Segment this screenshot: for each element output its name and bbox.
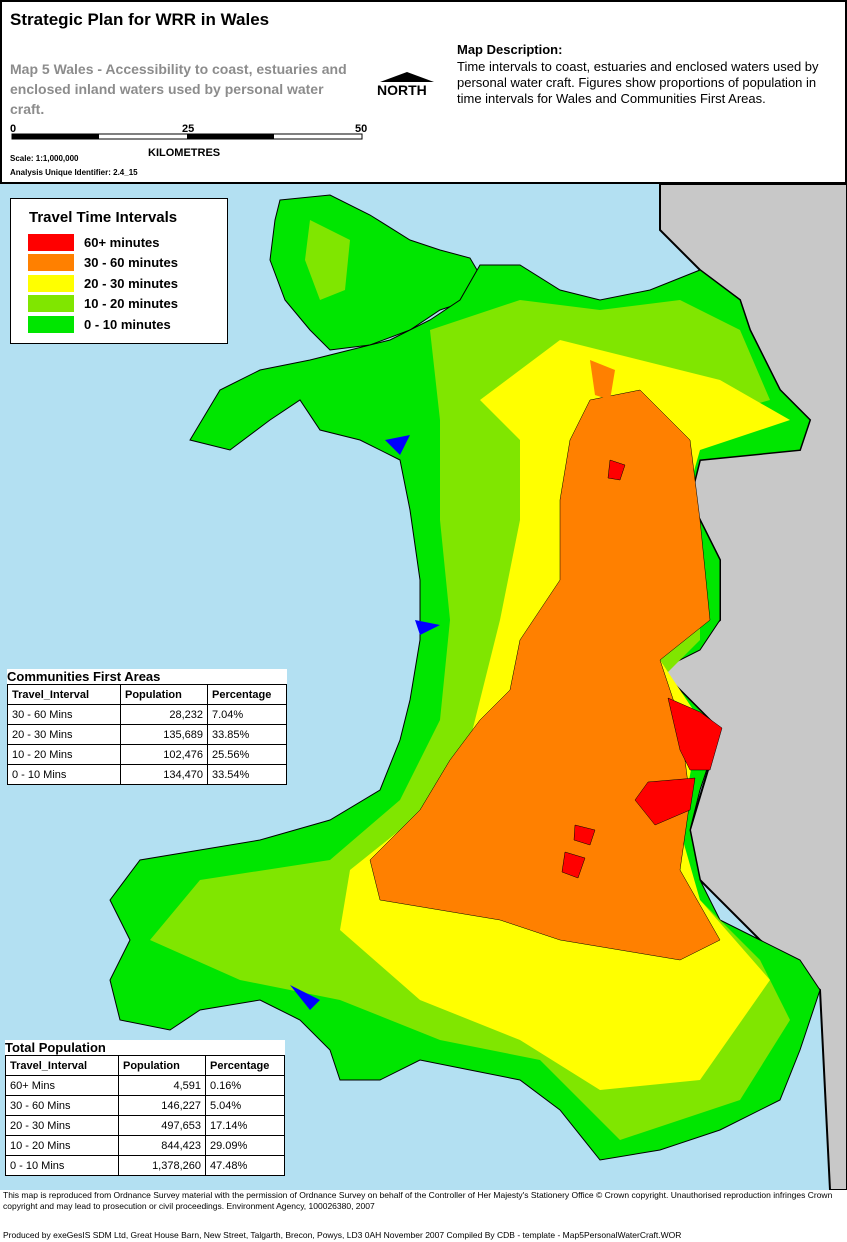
cell: 0 - 10 Mins	[7, 764, 121, 785]
scale-unit: KILOMETRES	[148, 147, 221, 159]
legend-swatch	[28, 315, 74, 333]
scale-text: Scale: 1:1,000,000	[10, 154, 79, 163]
scale-tick: 0	[10, 123, 17, 135]
cell: 17.14%	[205, 1115, 285, 1136]
cell: 33.85%	[207, 724, 287, 745]
cell: 102,476	[120, 744, 208, 765]
subtitle: Map 5 Wales - Accessibility to coast, es…	[10, 61, 347, 117]
legend-swatch	[28, 295, 74, 313]
cell: 20 - 30 Mins	[5, 1115, 119, 1136]
total-table: Total Population Travel_Interval Populati…	[5, 1040, 285, 1176]
legend-swatch	[28, 233, 74, 251]
communities-table: Communities First Areas Travel_Interval P…	[7, 669, 287, 785]
row: 10 - 20 Mins 102,476 25.56%	[7, 744, 287, 765]
cell: 25.56%	[207, 744, 287, 765]
cell: 844,423	[118, 1135, 206, 1156]
legend-label: 20 - 30 minutes	[84, 275, 178, 291]
identifier: Analysis Unique Identifier: 2.4_15	[10, 168, 138, 177]
legend-item: 60+ minutes	[28, 232, 227, 253]
cell: 10 - 20 Mins	[5, 1135, 119, 1156]
header-cell: Travel_Interval	[7, 684, 121, 705]
cell: 497,653	[118, 1115, 206, 1136]
row: 0 - 10 Mins 1,378,260 47.48%	[5, 1155, 285, 1176]
table-title: Total Population	[5, 1040, 106, 1055]
copyright: This map is reproduced from Ordnance Sur…	[3, 1190, 833, 1211]
cell: 30 - 60 Mins	[5, 1095, 119, 1116]
legend-label: 60+ minutes	[84, 234, 160, 250]
cell: 5.04%	[205, 1095, 285, 1116]
cell: 10 - 20 Mins	[7, 744, 121, 765]
legend-label: 10 - 20 minutes	[84, 296, 178, 312]
legend-items: 60+ minutes 30 - 60 minutes 20 - 30 minute…	[11, 232, 227, 335]
map	[0, 184, 847, 1190]
header-row: Travel_Interval Population Percentage	[7, 684, 287, 705]
cell: 28,232	[120, 704, 208, 725]
row: 30 - 60 Mins 28,232 7.04%	[7, 704, 287, 725]
header-cell: Population	[120, 684, 208, 705]
cell: 146,227	[118, 1095, 206, 1116]
cell: 134,470	[120, 764, 208, 785]
title: Strategic Plan for WRR in Wales	[10, 10, 270, 29]
legend-swatch	[28, 254, 74, 272]
cell: 4,591	[118, 1075, 206, 1096]
produced-by: Produced by exeGesIS SDM Ltd, Great Hous…	[3, 1230, 682, 1240]
north-arrow	[380, 72, 434, 82]
table-title: Communities First Areas	[7, 669, 161, 684]
row: 60+ Mins 4,591 0.16%	[5, 1075, 285, 1096]
header-cell: Population	[118, 1055, 206, 1076]
legend-title: Travel Time Intervals	[29, 209, 178, 226]
scale-tick: 50	[355, 123, 368, 135]
north-label: NORTH	[377, 82, 427, 98]
header-cell: Percentage	[205, 1055, 285, 1076]
scale-bar	[11, 133, 363, 140]
cell: 0 - 10 Mins	[5, 1155, 119, 1176]
cell: 33.54%	[207, 764, 287, 785]
legend-label: 30 - 60 minutes	[84, 255, 178, 271]
legend-item: 20 - 30 minutes	[28, 273, 227, 294]
row: 0 - 10 Mins 134,470 33.54%	[7, 764, 287, 785]
cell: 30 - 60 Mins	[7, 704, 121, 725]
cell: 7.04%	[207, 704, 287, 725]
scale-tick: 25	[182, 123, 195, 135]
cell: 47.48%	[205, 1155, 285, 1176]
row: 20 - 30 Mins 497,653 17.14%	[5, 1115, 285, 1136]
table: Travel_Interval Population Percentage 30 - …	[7, 684, 287, 785]
row: 10 - 20 Mins 844,423 29.09%	[5, 1135, 285, 1156]
cell: 60+ Mins	[5, 1075, 119, 1096]
legend-item: 10 - 20 minutes	[28, 294, 227, 315]
header-row: Travel_Interval Population Percentage	[5, 1055, 285, 1076]
row: 20 - 30 Mins 135,689 33.85%	[7, 724, 287, 745]
legend: Travel Time Intervals 60+ minutes 30 - 60…	[10, 198, 228, 344]
cell: 0.16%	[205, 1075, 285, 1096]
description: Time intervals to coast, estuaries and e…	[457, 59, 819, 106]
header-cell: Percentage	[207, 684, 287, 705]
header: Strategic Plan for WRR in Wales Map 5 Wa…	[0, 0, 847, 184]
legend-item: 0 - 10 minutes	[28, 314, 227, 335]
legend-swatch	[28, 274, 74, 292]
cell: 135,689	[120, 724, 208, 745]
legend-item: 30 - 60 minutes	[28, 253, 227, 274]
cell: 20 - 30 Mins	[7, 724, 121, 745]
row: 30 - 60 Mins 146,227 5.04%	[5, 1095, 285, 1116]
header-cell: Travel_Interval	[5, 1055, 119, 1076]
description-title: Map Description:	[457, 42, 563, 57]
cell: 29.09%	[205, 1135, 285, 1156]
cell: 1,378,260	[118, 1155, 206, 1176]
legend-label: 0 - 10 minutes	[84, 316, 171, 332]
table: Travel_Interval Population Percentage 60+ M…	[5, 1055, 285, 1176]
